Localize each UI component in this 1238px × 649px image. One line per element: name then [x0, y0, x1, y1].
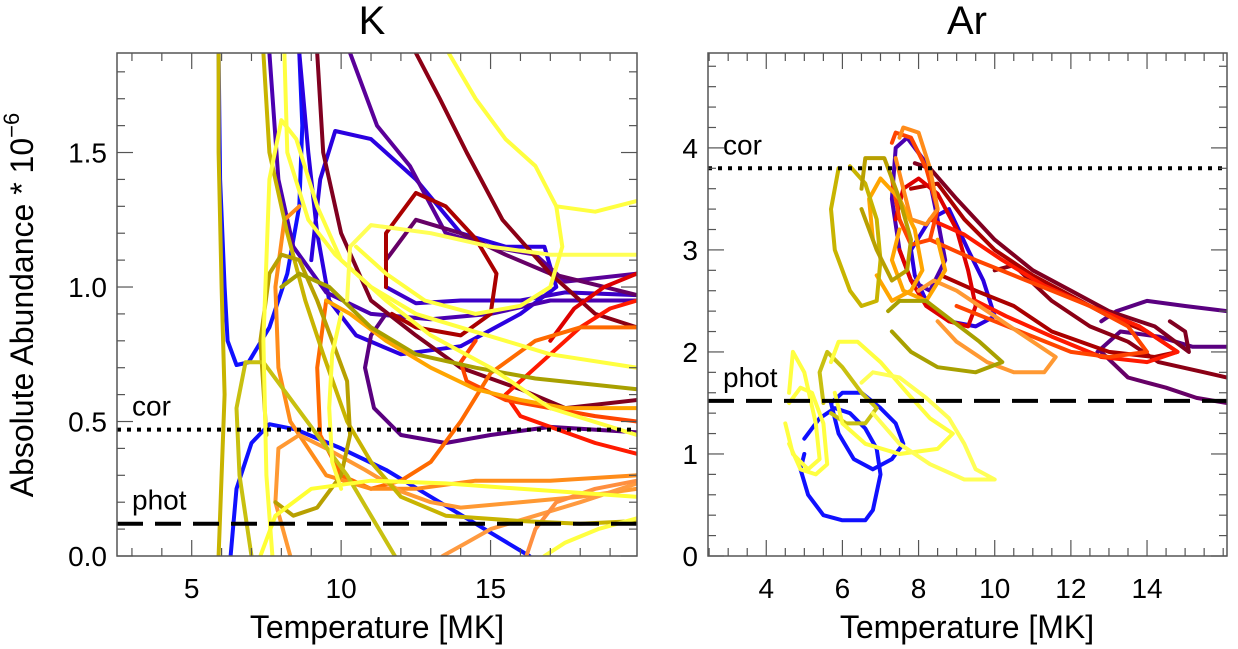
- axis-ticks: [708, 53, 1227, 557]
- series-contour-3: [297, 53, 559, 357]
- series-contour-14: [928, 237, 1149, 359]
- y-tick-label: 0: [682, 541, 698, 572]
- series-contour-10: [413, 53, 637, 330]
- x-tick-label: 15: [475, 573, 506, 604]
- curves: [783, 125, 1227, 523]
- y-axis-label-text: Absolute Abundance * 10: [4, 138, 40, 497]
- series-contour-20: [524, 478, 637, 556]
- x-tick-label: 5: [184, 573, 200, 604]
- series-contour-22: [261, 53, 637, 526]
- x-tick-label: 14: [1131, 573, 1162, 604]
- phot-label: phot: [723, 362, 778, 393]
- x-tick-label: 8: [911, 573, 927, 604]
- series-contour-22: [817, 349, 879, 426]
- series-contour-20: [859, 156, 913, 283]
- series-contour-21: [216, 53, 227, 556]
- y-tick-label: 2: [682, 337, 698, 368]
- panel-k: K cor phot 5 10 15 0.0 0.5 1.0 1.5 Temperature …: [0, 0, 638, 645]
- series-contour-27: [261, 118, 637, 556]
- series-contour-16: [916, 278, 1058, 375]
- series-contour-29: [327, 311, 344, 491]
- series-contour-12: [548, 271, 637, 343]
- series-contour-18: [324, 298, 637, 411]
- series-contour-15: [315, 298, 637, 491]
- y-axis-label: Absolute Abundance * 10−6: [0, 113, 40, 498]
- series-contour-15: [893, 125, 940, 227]
- series-contour-18: [889, 227, 948, 303]
- cor-label: cor: [723, 129, 762, 160]
- series-contour-2: [829, 390, 906, 472]
- y-tick-label: 1: [682, 439, 698, 470]
- series-contour-12: [928, 217, 1180, 365]
- series-contour-25: [859, 370, 997, 482]
- x-tick-label: 12: [1055, 573, 1086, 604]
- x-tick-label: 10: [326, 573, 357, 604]
- series-contour-19: [829, 164, 883, 308]
- series-contour-1: [216, 53, 305, 367]
- curves: [216, 53, 637, 556]
- series-contour-30: [345, 223, 637, 303]
- reference-lines: cor phot: [117, 391, 637, 526]
- chart-title: K: [359, 0, 386, 43]
- series-contour-8: [912, 161, 1191, 354]
- y-tick-label: 0.0: [68, 541, 107, 572]
- series-contour-17: [867, 176, 925, 303]
- y-tick-label: 0.5: [68, 407, 107, 438]
- series-contour-9: [315, 53, 637, 411]
- series-contour-13: [503, 298, 637, 456]
- series-contour-2: [228, 422, 532, 556]
- x-tick-label: 4: [758, 573, 774, 604]
- x-axis-label: Temperature [MK]: [840, 609, 1094, 645]
- series-contour-5: [267, 53, 637, 322]
- y-axis-label-exponent: −6: [0, 113, 24, 138]
- series-contour-26: [282, 53, 637, 370]
- phot-label: phot: [132, 485, 187, 516]
- chart-title: Ar: [947, 0, 987, 43]
- series-contour-23: [258, 252, 353, 518]
- series-contour-11: [384, 190, 499, 338]
- series-contour-28: [258, 478, 637, 556]
- series-contour-14: [458, 338, 637, 424]
- y-tick-label: 3: [682, 235, 698, 266]
- series-contour-25: [234, 360, 397, 556]
- x-tick-label: 10: [979, 573, 1010, 604]
- series-contour-24: [279, 271, 637, 392]
- cor-label: cor: [132, 391, 171, 422]
- y-tick-label: 1.0: [68, 272, 107, 303]
- series-contour-31: [354, 53, 565, 316]
- x-tick-label: 6: [835, 573, 851, 604]
- series-contour-26: [787, 385, 830, 477]
- plot-frame: [707, 52, 1228, 557]
- series-contour-16: [273, 204, 637, 491]
- series-contour-21: [886, 298, 1005, 375]
- y-tick-label: 4: [682, 133, 698, 164]
- reference-lines: cor phot: [708, 129, 1227, 403]
- plot-frame: [116, 52, 638, 557]
- tick-labels: 5 10 15 0.0 0.5 1.0 1.5: [68, 138, 506, 604]
- series-contour-6: [1095, 329, 1227, 354]
- series-contour-32: [554, 198, 637, 214]
- series-contour-24: [829, 339, 955, 456]
- x-axis-label: Temperature [MK]: [250, 609, 504, 645]
- y-tick-label: 1.5: [68, 138, 107, 169]
